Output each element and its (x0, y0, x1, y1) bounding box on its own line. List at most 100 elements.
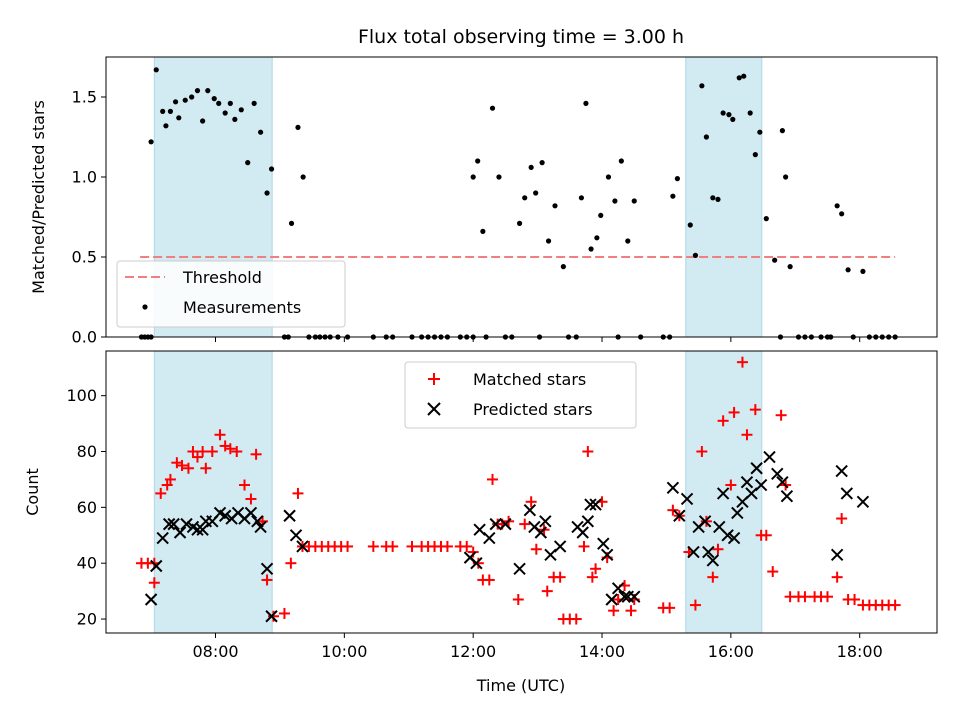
matched-star-point (292, 487, 304, 499)
matched-star-point (696, 446, 708, 458)
predicted-star-point (628, 590, 641, 603)
predicted-star-point (687, 545, 700, 559)
measurement-point (148, 139, 154, 145)
matched-star-point (570, 613, 582, 625)
predicted-star-point (763, 450, 776, 464)
predicted-star-point (144, 593, 158, 606)
measurement-point (787, 264, 793, 270)
predicted-star-point (156, 531, 169, 545)
measurement-point (522, 195, 528, 201)
measurement-point (182, 97, 188, 103)
predicted-star-point (716, 487, 730, 500)
predicted-star-point (702, 545, 715, 559)
measurement-point (598, 212, 604, 218)
predicted-star-point (251, 515, 264, 528)
measurement-point (176, 115, 182, 121)
matched-star-point (239, 479, 250, 491)
measurement-point (845, 267, 851, 273)
measurement-point (200, 118, 206, 124)
legend-predicted-swatch (427, 402, 441, 416)
x-tick-label: 16:00 (708, 642, 754, 661)
matched-star-point (625, 605, 637, 617)
x-tick-label: 08:00 (192, 642, 238, 661)
measurement-point (205, 88, 211, 94)
measurement-point (232, 116, 238, 122)
matched-star-point (155, 487, 167, 499)
matched-star-point (586, 571, 598, 583)
predicted-star-point (470, 556, 483, 570)
measurement-point (860, 268, 866, 274)
measurement-point (194, 88, 201, 94)
measurement-point (288, 220, 295, 226)
matched-star-point (760, 529, 772, 541)
y-tick-label: 1.5 (72, 88, 97, 107)
matched-star-point (725, 479, 737, 491)
predicted-star-point (581, 515, 595, 528)
measurement-point (167, 108, 174, 114)
predicted-star-point (780, 489, 794, 503)
legend-predicted-label: Predicted stars (473, 400, 593, 419)
predicted-star-point (754, 478, 768, 492)
matched-star-point (176, 459, 188, 471)
x-tick-label: 10:00 (321, 642, 367, 661)
measurement-point (631, 198, 637, 204)
measurement-point (783, 174, 789, 180)
x-axis-label: Time (UTC) (476, 676, 565, 695)
measurement-point (710, 195, 716, 201)
matched-star-point (487, 473, 499, 485)
predicted-star-point (830, 548, 844, 562)
predicted-star-point (218, 509, 232, 522)
shaded-interval (153, 350, 273, 634)
matched-star-point (799, 591, 811, 603)
matched-star-point (231, 446, 243, 458)
predicted-star-point (513, 562, 526, 575)
measurement-point (747, 110, 753, 116)
matched-star-point (200, 462, 212, 474)
predicted-star-point (589, 498, 602, 511)
predicted-star-point (840, 487, 854, 500)
matched-star-point (608, 605, 620, 617)
predicted-star-point (706, 554, 720, 567)
matched-star-point (148, 577, 160, 589)
predicted-star-point (776, 476, 789, 489)
measurement-point (763, 216, 769, 222)
bottom-x-axis: 08:00 10:00 12:00 14:00 16:00 18:00 (192, 633, 883, 661)
matched-star-point (367, 540, 379, 552)
measurement-point (539, 160, 545, 166)
matched-star-point (197, 446, 209, 458)
matched-star-point (267, 610, 279, 622)
top-x-ticks (215, 337, 861, 342)
measurement-point (715, 196, 721, 202)
legend-matched-swatch (428, 373, 440, 385)
matched-star-point (530, 543, 542, 555)
measurement-point (153, 67, 159, 73)
shaded-interval (685, 56, 763, 338)
predicted-star-point (856, 495, 870, 508)
matched-star-point (749, 404, 761, 416)
predicted-star-point (173, 526, 187, 539)
predicted-stars-series (144, 450, 870, 623)
legend-threshold-label: Threshold (182, 268, 262, 287)
predicted-star-point (289, 529, 303, 542)
measurement-point (703, 134, 709, 140)
measurement-point (726, 112, 732, 118)
predicted-star-point (283, 509, 296, 522)
measurement-point (480, 228, 486, 234)
legend-measurements-swatch (142, 304, 148, 310)
matched-star-point (342, 540, 354, 552)
matched-star-point (541, 585, 553, 597)
matched-star-point (250, 448, 262, 460)
predicted-star-point (534, 526, 548, 539)
top-plot-frame (105, 56, 938, 338)
predicted-star-point (260, 562, 274, 575)
matched-star-point (519, 518, 531, 530)
matched-star-point (483, 574, 495, 586)
matched-star-point (849, 593, 861, 605)
top-y-axis-label: Matched/Predicted stars (29, 100, 48, 294)
measurement-point (578, 195, 585, 201)
measurement-point (720, 110, 726, 116)
predicted-star-point (618, 590, 631, 603)
matched-star-point (278, 607, 290, 619)
measurement-point (516, 220, 523, 226)
